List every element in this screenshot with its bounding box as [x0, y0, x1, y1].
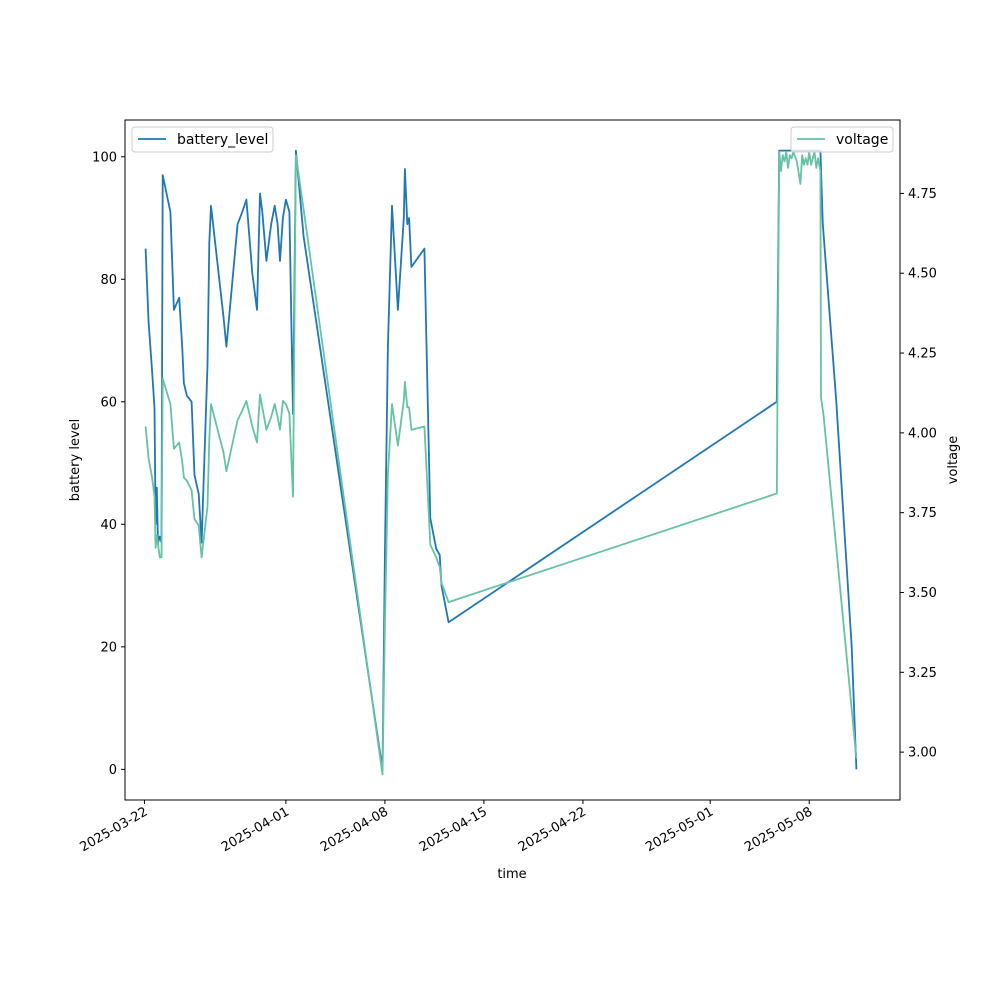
y-right-tick-label: 3.50: [908, 586, 937, 601]
legend-voltage: voltage: [790, 126, 894, 153]
y-axis-right-title: voltage: [946, 436, 961, 485]
legend-box: [131, 126, 274, 153]
y-right-tick-label: 3.00: [908, 746, 937, 761]
y-right-tick-label: 4.00: [908, 426, 937, 441]
series-line-battery-level: [144, 149, 858, 771]
y-right-tick-label: 4.50: [908, 267, 937, 282]
y-axis-left: 0 20 40 60 80 100: [92, 150, 125, 778]
legend-label-voltage: voltage: [836, 132, 888, 148]
y-left-tick-label: 0: [109, 763, 117, 778]
y-left-tick-label: 60: [100, 395, 117, 410]
y-left-tick-label: 100: [92, 150, 117, 165]
y-left-tick-label: 20: [100, 640, 117, 655]
y-right-tick-label: 3.75: [908, 506, 937, 521]
x-axis-title: time: [497, 867, 526, 882]
series-line-voltage: [144, 150, 858, 776]
y-left-tick-label: 80: [100, 273, 117, 288]
legend-label-battery-level: battery_level: [177, 132, 268, 148]
legend-battery-level: battery_level: [131, 126, 274, 153]
y-axis-left-title: battery level: [68, 419, 83, 502]
plot-frame: [124, 119, 901, 801]
y-right-tick-label: 4.25: [908, 347, 937, 362]
legend-box: [790, 126, 894, 153]
series-layer: [144, 149, 858, 776]
y-axis-right: 3.00 3.25 3.50 3.75 4.00 4.25 4.50 4.75: [900, 187, 937, 761]
y-right-tick-label: 4.75: [908, 187, 937, 202]
y-right-tick-label: 3.25: [908, 666, 937, 681]
y-left-tick-label: 40: [100, 518, 117, 533]
